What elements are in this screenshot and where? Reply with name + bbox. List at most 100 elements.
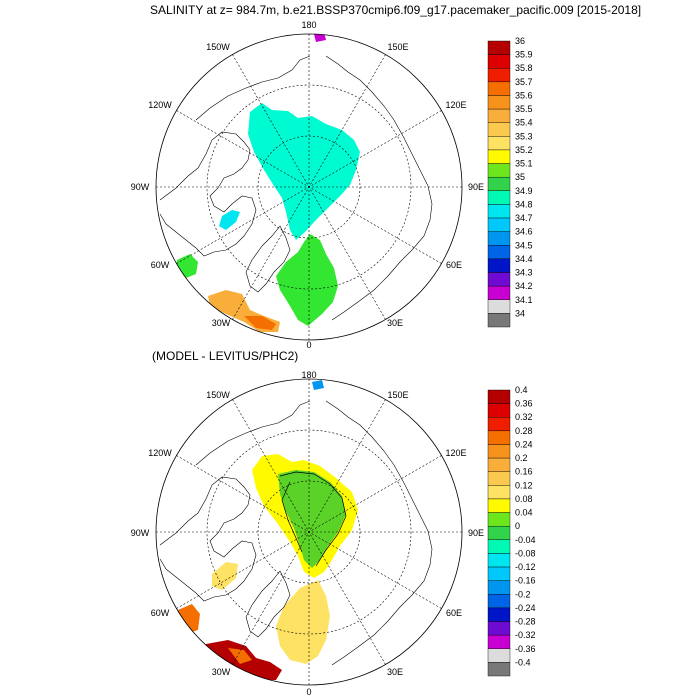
bot-lon-60e: 60E (446, 608, 462, 618)
bottom-map-border (155, 378, 463, 686)
colorbar-bottom-tick-label: -0.24 (515, 603, 536, 613)
colorbar-bottom-tick-label: 0.28 (515, 426, 533, 436)
top-arctic-field (248, 103, 360, 240)
colorbar-top-swatch (487, 136, 511, 151)
colorbar-top-tick-label: 36 (515, 36, 525, 46)
bot-lon-150e: 150E (387, 390, 408, 400)
colorbar-bottom-swatch (487, 444, 511, 459)
colorbar-bottom-tick-label: -0.28 (515, 617, 536, 627)
colorbar-top-swatch (487, 313, 511, 328)
colorbar-bottom-swatch (487, 485, 511, 500)
top-greenland-outline (245, 225, 291, 293)
top-lon-60w: 60W (151, 260, 170, 270)
colorbar-bottom-swatch (487, 662, 511, 677)
bot-lon-90w: 90W (131, 528, 150, 538)
colorbar-bottom-swatch (487, 648, 511, 663)
top-lon-90w: 90W (131, 182, 150, 192)
bottom-grid (156, 379, 462, 685)
colorbar-top-tick-label: 34.9 (515, 186, 533, 196)
colorbar-bottom-swatch (487, 403, 511, 418)
colorbar-top-swatch (487, 258, 511, 273)
main-title: SALINITY at z= 984.7m, b.e21.BSSP370cmip… (150, 3, 642, 17)
colorbar-bottom-swatch (487, 512, 511, 527)
colorbar-top-swatch (487, 68, 511, 83)
bottom-map: 180 150W 150E 120W 120E 90W 90E 60W 60E … (131, 370, 484, 697)
colorbar-bottom-swatch (487, 553, 511, 568)
top-lon-90e: 90E (468, 182, 484, 192)
colorbar-bottom-swatch (487, 607, 511, 622)
colorbar-bottom-tick-label: 0.32 (515, 412, 533, 422)
colorbar-top-tick-label: 35.9 (515, 50, 533, 60)
top-lon-30e: 30E (387, 318, 403, 328)
top-lon-0: 0 (306, 340, 311, 350)
colorbar-top-tick-label: 35.5 (515, 104, 533, 114)
colorbar-bottom-tick-label: 0.2 (515, 453, 528, 463)
bot-south-inner (228, 648, 252, 664)
bot-lon-120e: 120E (445, 448, 466, 458)
colorbar-bottom: 0.4 0.36 0.32 0.28 0.24 0.2 0.16 0.12 0.08 0.04 0 -… (487, 385, 536, 677)
colorbar-top-tick-label: 34 (515, 308, 525, 318)
bot-lon-90e: 90E (468, 528, 484, 538)
colorbar-top-swatch (487, 217, 511, 232)
colorbar-bottom-tick-label: 0.16 (515, 467, 533, 477)
top-lon-150e: 150E (387, 42, 408, 52)
colorbar-bottom-tick-label: 0.08 (515, 494, 533, 504)
colorbar-bottom-tick-label: -0.2 (515, 589, 531, 599)
bot-labrador-patch (212, 562, 238, 590)
bot-land-outline-2 (195, 400, 433, 666)
colorbar-bottom-swatch (487, 594, 511, 609)
top-map-border (155, 33, 463, 341)
colorbar-bottom-tick-label: 0.36 (515, 399, 533, 409)
colorbar-bottom-swatch (487, 430, 511, 445)
colorbar-bottom-tick-label: -0.16 (515, 576, 536, 586)
top-south-core (244, 316, 276, 330)
colorbar-top-swatch (487, 149, 511, 164)
top-lon-60e: 60E (446, 260, 462, 270)
colorbar-top-swatch (487, 204, 511, 219)
colorbar-bottom-swatch (487, 389, 511, 404)
colorbar-top-tick-label: 34.3 (515, 268, 533, 278)
top-lon-150w: 150W (206, 42, 230, 52)
colorbar-top-tick-label: 34.5 (515, 240, 533, 250)
top-lon-120w: 120W (148, 100, 172, 110)
colorbar-top: 36 35.9 35.8 35.7 35.6 35.5 35.4 35.3 35.2 35.1 35… (487, 36, 533, 328)
colorbar-top-tick-label: 35.8 (515, 63, 533, 73)
colorbar-top-tick-label: 34.8 (515, 199, 533, 209)
colorbar-bottom-tick-label: -0.04 (515, 535, 536, 545)
bot-land-outline (159, 476, 257, 602)
colorbar-bottom-swatch (487, 634, 511, 649)
colorbar-top-swatch (487, 299, 511, 314)
colorbar-top-swatch (487, 285, 511, 300)
colorbar-top-tick-label: 34.1 (515, 295, 533, 305)
bot-lon-30w: 30W (212, 667, 231, 677)
colorbar-top-tick-label: 34.6 (515, 227, 533, 237)
top-map: 180 150W 150E 120W 120E 90W 90E 60W 60E … (131, 20, 484, 350)
colorbar-bottom-tick-label: -0.08 (515, 548, 536, 558)
colorbar-bottom-swatch (487, 525, 511, 541)
colorbar-bottom-swatch (487, 621, 511, 636)
colorbar-top-tick-label: 34.2 (515, 281, 533, 291)
colorbar-bottom-swatch (487, 580, 511, 595)
top-grid (156, 34, 462, 340)
colorbar-top-swatch (487, 95, 511, 110)
colorbar-top-swatch (487, 122, 511, 137)
colorbar-bottom-tick-label: -0.36 (515, 644, 536, 654)
colorbar-top-swatch (487, 231, 511, 246)
bot-greenland-outline (245, 570, 291, 638)
colorbar-bottom-swatch (487, 566, 511, 581)
colorbar-bottom-tick-label: -0.12 (515, 562, 536, 572)
colorbar-top-swatch (487, 108, 511, 123)
colorbar-bottom-swatch (487, 498, 511, 513)
colorbar-bottom-tick-label: 0.4 (515, 385, 528, 395)
colorbar-top-swatch (487, 163, 511, 178)
bot-lon-60w: 60W (151, 608, 170, 618)
colorbar-top-tick-label: 35 (515, 172, 525, 182)
colorbar-bottom-swatch (487, 417, 511, 432)
bot-lon-150w: 150W (206, 390, 230, 400)
bot-atlantic-field (276, 580, 330, 664)
colorbar-top-swatch (487, 54, 511, 69)
colorbar-bottom-tick-label: 0.12 (515, 480, 533, 490)
bot-pole-patch (312, 380, 324, 390)
colorbar-top-tick-label: 35.7 (515, 77, 533, 87)
